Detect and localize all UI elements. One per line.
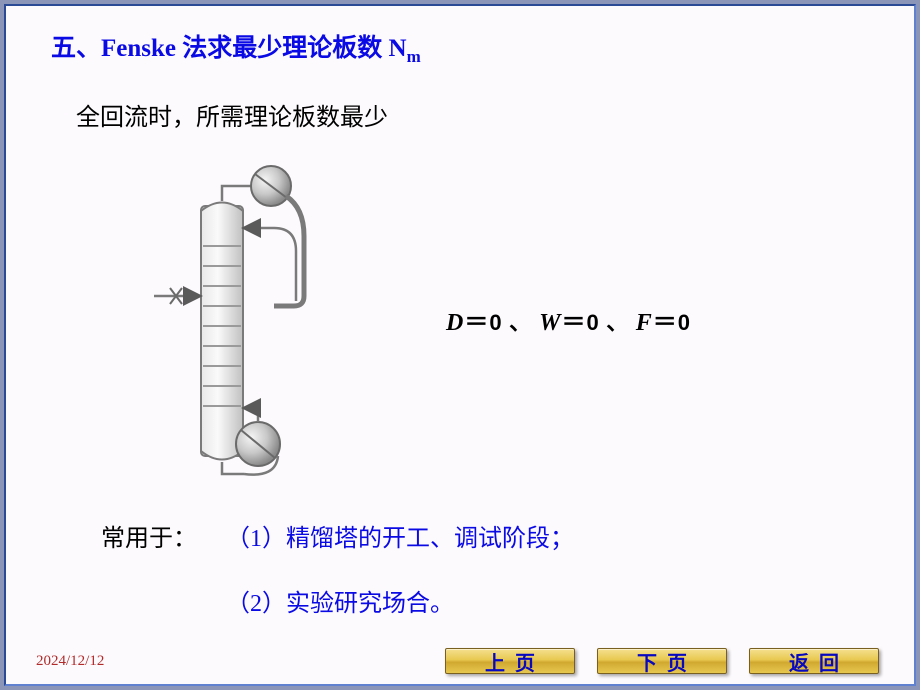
date-text: 2024/12/12 xyxy=(36,653,104,670)
outer-frame: 五、Fenske 法求最少理论板数 Nm 全回流时，所需理论板数最少 xyxy=(0,0,920,690)
title-text: 五、Fenske 法求最少理论板数 N xyxy=(51,35,407,62)
back-button[interactable]: 返回 xyxy=(749,648,879,674)
bullet-1: （1）精馏塔的开工、调试阶段； xyxy=(226,518,574,553)
var-W: W xyxy=(539,310,561,336)
var-D: D xyxy=(446,310,464,336)
eq2: ＝ xyxy=(561,310,586,336)
distillation-diagram xyxy=(146,156,346,491)
slide: 五、Fenske 法求最少理论板数 Nm 全回流时，所需理论板数最少 xyxy=(4,4,916,686)
zero2: 0 xyxy=(586,310,599,335)
next-button[interactable]: 下页 xyxy=(597,648,727,674)
nav-buttons: 上页 下页 返回 xyxy=(445,648,879,674)
prev-button[interactable]: 上页 xyxy=(445,648,575,674)
eq3: ＝ xyxy=(653,310,678,336)
bullet-2: （2）实验研究场合。 xyxy=(226,583,454,618)
title-subscript: m xyxy=(407,47,421,66)
slide-title: 五、Fenske 法求最少理论板数 Nm xyxy=(51,28,879,67)
zero3: 0 xyxy=(678,310,691,335)
sep2: 、 xyxy=(600,310,636,335)
sep1: 、 xyxy=(503,310,533,335)
formula: D＝0 、 W＝0 、 F＝0 xyxy=(446,302,691,337)
eq1: ＝ xyxy=(464,310,489,336)
used-for-label: 常用于： xyxy=(101,518,197,553)
var-F: F xyxy=(636,310,653,336)
intro-text: 全回流时，所需理论板数最少 xyxy=(76,97,879,132)
zero1: 0 xyxy=(489,310,502,335)
